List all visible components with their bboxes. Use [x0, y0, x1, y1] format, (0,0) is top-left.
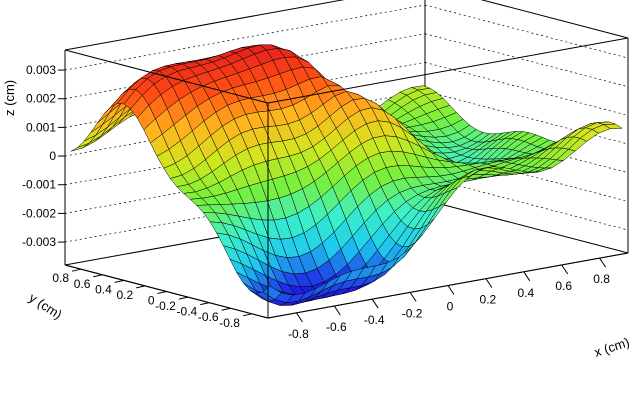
y-tick-label: -0.6 — [198, 310, 219, 324]
y-tick-mark — [136, 285, 146, 289]
grid-line-back-wall — [64, 33, 426, 100]
x-axis-title: x (cm) — [592, 334, 631, 359]
y-tick-mark — [114, 279, 124, 283]
frame-edge — [480, 0, 629, 39]
frame-edge — [267, 37, 629, 104]
z-tick-label: 0.001 — [26, 120, 56, 134]
x-tick-mark — [561, 264, 569, 275]
x-tick-mark — [409, 292, 417, 302]
grid-line-back-wall — [64, 148, 426, 214]
z-axis-title: z (cm) — [2, 80, 17, 116]
y-tick-mark — [93, 274, 103, 278]
x-tick-label: 0.6 — [555, 279, 572, 293]
y-tick-label: 0.6 — [74, 277, 91, 291]
z-tick-label: -0.001 — [22, 178, 56, 192]
x-tick-label: 0.8 — [593, 272, 610, 286]
y-tick-label: -0.2 — [155, 299, 176, 313]
grid-line-back-wall — [64, 176, 426, 243]
x-tick-mark — [333, 305, 341, 316]
frame-edge — [424, 199, 629, 254]
y-tick-label: 0.2 — [116, 288, 133, 302]
x-tick-mark — [523, 271, 531, 282]
x-tick-label: 0.2 — [480, 293, 497, 307]
z-tick-label: -0.003 — [22, 235, 56, 249]
y-tick-label: 0.8 — [52, 271, 69, 285]
surface-mesh — [70, 44, 623, 306]
axis-ticks: -0.8 -0.6 -0.4 -0.2 0 0.2 0.4 0.6 0.8-0.8-0.6-0.… — [22, 50, 629, 341]
x-tick-label: 0.4 — [517, 286, 534, 300]
grid-line-back-wall — [64, 119, 426, 186]
z-tick-label: -0.002 — [22, 206, 56, 220]
y-tick-mark — [221, 307, 231, 311]
z-tick-label: 0.003 — [26, 63, 56, 77]
y-tick-label: 0.4 — [95, 282, 112, 296]
y-axis-title: y (cm) — [26, 290, 64, 322]
x-tick-mark — [447, 285, 455, 295]
grid-line-right-wall — [424, 62, 629, 116]
x-tick-mark — [599, 257, 606, 268]
y-tick-label: -0.4 — [177, 305, 198, 319]
x-tick-mark — [485, 278, 493, 288]
x-tick-label: -0.2 — [402, 306, 423, 320]
x-tick-label: -0.8 — [288, 327, 309, 341]
y-tick-mark — [71, 268, 82, 272]
y-tick-mark — [157, 291, 167, 294]
grid-line-back-wall — [64, 90, 426, 157]
x-tick-label: -0.6 — [326, 320, 347, 334]
x-tick-mark — [296, 312, 303, 323]
y-tick-label: -0.8 — [219, 316, 240, 330]
grid-line-back-wall — [64, 4, 426, 71]
x-tick-label: 0 — [447, 300, 454, 314]
y-tick-label: 0 — [148, 294, 155, 308]
x-tick-label: -0.4 — [364, 313, 385, 327]
z-tick-label: 0.002 — [26, 92, 56, 106]
y-tick-mark — [178, 296, 188, 300]
y-tick-mark — [200, 302, 210, 306]
x-tick-mark — [371, 298, 379, 309]
frame-edge — [64, 49, 269, 104]
grid-line-right-wall — [424, 33, 629, 88]
grid-line-right-wall — [424, 4, 629, 59]
z-tick-label: 0 — [49, 149, 56, 163]
frame-edge — [64, 0, 345, 51]
y-tick-mark — [242, 313, 253, 317]
